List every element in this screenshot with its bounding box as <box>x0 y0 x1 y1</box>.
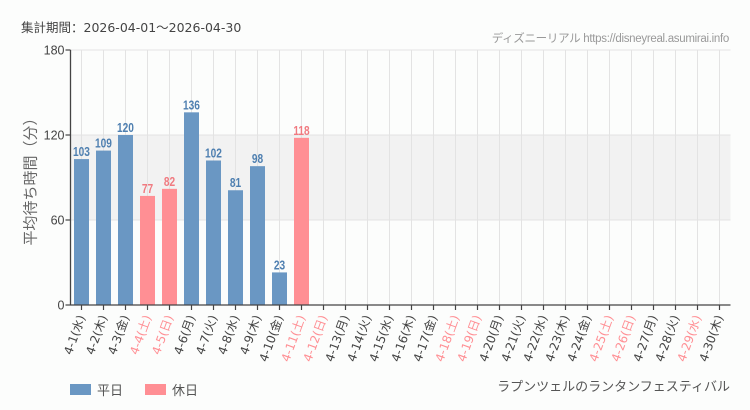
bar-4-2(木) <box>96 150 111 305</box>
bar-value-label: 102 <box>205 146 222 160</box>
bar-4-10(金) <box>272 272 287 305</box>
bar-value-label: 23 <box>274 258 286 272</box>
bar-4-8(水) <box>228 190 243 305</box>
bar-4-7(火) <box>206 160 221 305</box>
y-tick-label: 120 <box>44 129 65 143</box>
bar-value-label: 77 <box>142 182 153 196</box>
y-tick-label: 60 <box>51 214 65 228</box>
bar-4-3(金) <box>118 135 133 305</box>
bar-value-label: 98 <box>252 152 264 166</box>
bar-4-1(水) <box>74 159 89 305</box>
aggregation-period: 集計期間：2026-04-01～2026-04-30 <box>21 20 242 35</box>
legend-label-holiday: 休日 <box>172 384 199 399</box>
shaded-band <box>70 135 731 220</box>
bar-value-label: 103 <box>73 145 90 159</box>
legend-item-holiday: 休日 <box>145 380 198 399</box>
bar-value-label: 118 <box>293 124 310 138</box>
legend: 平日 休日 <box>70 380 220 399</box>
bar-4-6(月) <box>184 112 199 305</box>
attraction-name: ラプンツェルのランタンフェスティバル <box>497 380 730 395</box>
legend-swatch-holiday <box>145 384 167 395</box>
bar-value-label: 136 <box>183 98 200 112</box>
bar-4-5(日) <box>162 188 177 305</box>
bar-value-label: 109 <box>95 136 112 150</box>
y-tick-label: 180 <box>44 44 65 58</box>
site-credit: ディズニーリアル https://disneyreal.asumirai.inf… <box>491 33 730 45</box>
bar-value-label: 81 <box>230 176 242 190</box>
legend-label-weekday: 平日 <box>97 384 124 399</box>
legend-item-weekday: 平日 <box>70 380 123 399</box>
bar-value-label: 82 <box>164 175 176 189</box>
y-tick-label: 0 <box>58 299 65 313</box>
bar-4-11(土) <box>294 137 309 305</box>
bar-value-label: 120 <box>117 121 134 135</box>
legend-swatch-weekday <box>70 384 91 395</box>
bar-4-4(土) <box>140 195 155 305</box>
bar-4-9(木) <box>250 166 265 305</box>
